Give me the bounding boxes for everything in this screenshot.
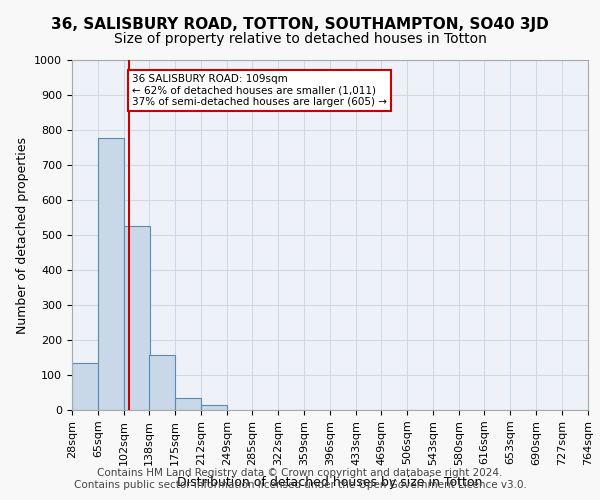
Bar (149, 354, 175, 410)
X-axis label: Distribution of detached houses by size in Totton: Distribution of detached houses by size … (178, 476, 482, 489)
Text: 36 SALISBURY ROAD: 109sqm
← 62% of detached houses are smaller (1,011)
37% of se: 36 SALISBURY ROAD: 109sqm ← 62% of detac… (132, 74, 387, 107)
Text: 36, SALISBURY ROAD, TOTTON, SOUTHAMPTON, SO40 3JD: 36, SALISBURY ROAD, TOTTON, SOUTHAMPTON,… (51, 18, 549, 32)
Bar (72, 364, 98, 410)
Bar (201, 405, 227, 410)
Bar (175, 398, 201, 410)
Text: Size of property relative to detached houses in Totton: Size of property relative to detached ho… (113, 32, 487, 46)
Bar (98, 138, 124, 410)
Text: Contains HM Land Registry data © Crown copyright and database right 2024.
Contai: Contains HM Land Registry data © Crown c… (74, 468, 526, 490)
Y-axis label: Number of detached properties: Number of detached properties (16, 136, 29, 334)
Bar (124, 226, 150, 410)
